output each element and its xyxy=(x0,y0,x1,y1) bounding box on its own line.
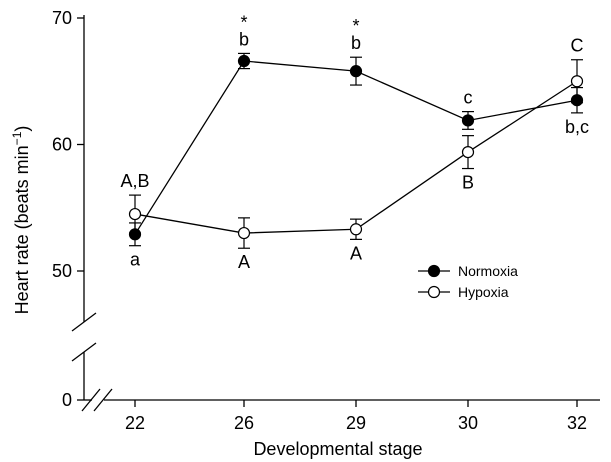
normoxia-series-line xyxy=(134,60,578,235)
normoxia-significance-star: * xyxy=(240,12,247,32)
x-axis-break-mark-left xyxy=(81,388,101,412)
y-tick-label: 60 xyxy=(52,135,72,155)
normoxia-point xyxy=(349,65,363,78)
x-axis-label: Developmental stage xyxy=(253,439,422,459)
x-tick-label: 26 xyxy=(234,413,254,433)
y-tick-label: 0 xyxy=(62,390,72,410)
hypoxia-significance-letter: B xyxy=(462,173,474,193)
legend-hypoxia-marker xyxy=(427,285,441,299)
legend-normoxia-marker xyxy=(427,264,441,278)
hypoxia-point xyxy=(570,75,584,88)
y-tick-label: 70 xyxy=(52,8,72,28)
normoxia-significance-star: * xyxy=(352,16,359,36)
x-tick-label: 32 xyxy=(567,413,587,433)
series-layer xyxy=(128,52,584,249)
hypoxia-point xyxy=(349,223,363,236)
y-axis-label: Heart rate (beats min−1) xyxy=(10,126,32,315)
x-tick-label: 29 xyxy=(346,413,366,433)
y-axis-break-mark-upper xyxy=(71,312,97,332)
legend: Normoxia Hypoxia xyxy=(418,263,518,300)
hypoxia-series-line xyxy=(134,80,578,234)
normoxia-point xyxy=(461,114,475,127)
hypoxia-significance-letter: C xyxy=(571,36,584,56)
normoxia-significance-letter: b,c xyxy=(565,117,589,137)
hypoxia-significance-letter: A xyxy=(350,243,362,263)
axes: 0 50 60 70 22 26 29 30 32 xyxy=(52,8,600,433)
x-axis-break-mark-right xyxy=(93,388,113,412)
normoxia-significance-letter: b xyxy=(351,33,361,53)
hypoxia-point xyxy=(461,145,475,159)
y-axis-label-close: ) xyxy=(12,126,32,132)
x-tick-label: 30 xyxy=(458,413,478,433)
legend-normoxia-label: Normoxia xyxy=(458,263,518,279)
y-axis-label-main: Heart rate (beats min xyxy=(12,145,32,314)
hypoxia-point xyxy=(128,207,142,221)
y-tick-label: 50 xyxy=(52,261,72,281)
normoxia-significance-letter: c xyxy=(464,88,473,108)
hypoxia-point xyxy=(237,226,251,240)
x-tick-label: 22 xyxy=(125,413,145,433)
normoxia-significance-letter: b xyxy=(239,29,249,49)
legend-hypoxia-label: Hypoxia xyxy=(458,284,509,300)
y-axis-label-superscript: −1 xyxy=(10,131,24,145)
normoxia-point xyxy=(237,54,251,68)
hypoxia-significance-letter: A xyxy=(238,252,250,272)
y-axis-break-mark-lower xyxy=(71,342,97,362)
normoxia-significance-letter: a xyxy=(130,250,141,270)
annotations: ab*b*cb,cA,BA ABC xyxy=(120,12,589,272)
hypoxia-significance-letter: A,B xyxy=(120,171,149,191)
